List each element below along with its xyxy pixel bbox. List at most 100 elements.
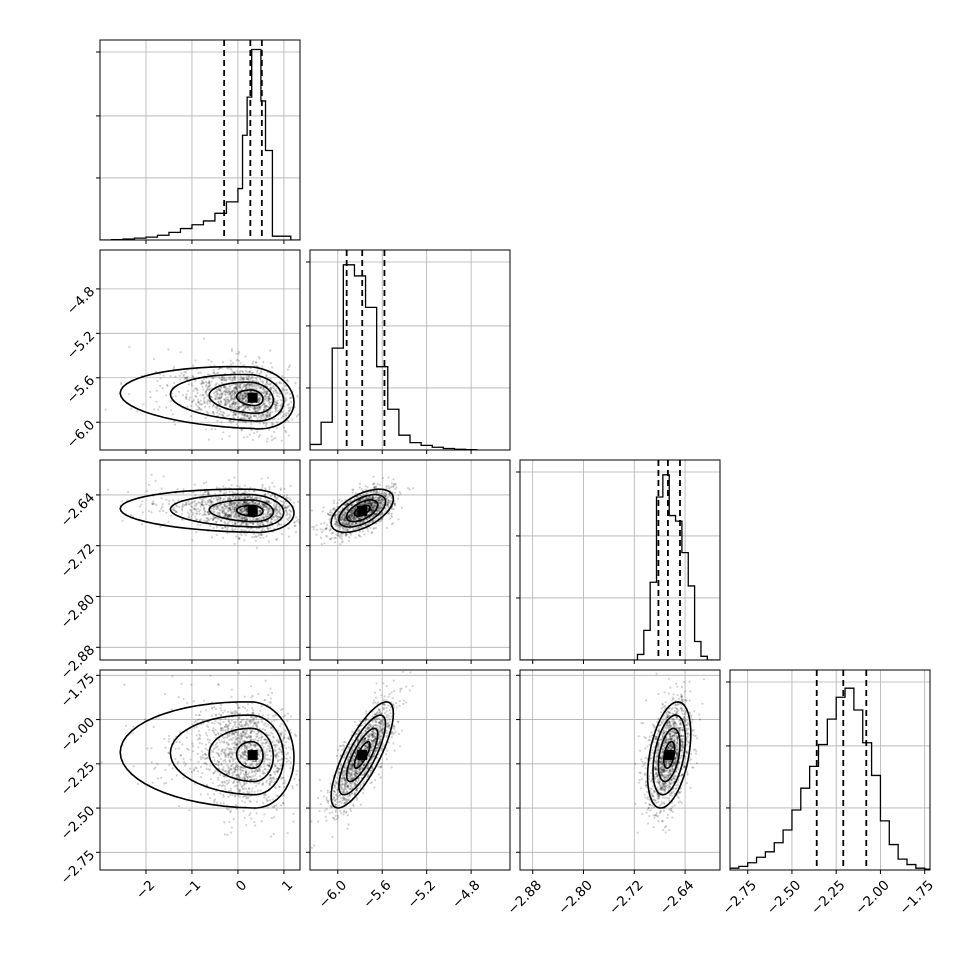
scatter-point: [255, 716, 258, 719]
scatter-point: [275, 505, 278, 508]
scatter-point: [277, 417, 280, 421]
scatter-point: [182, 488, 185, 491]
scatter-point: [394, 488, 397, 491]
scatter-point: [234, 522, 238, 525]
scatter-point: [338, 536, 342, 539]
scatter-point: [232, 510, 235, 513]
scatter-point: [259, 750, 262, 754]
scatter-point: [245, 787, 248, 790]
scatter-point: [381, 512, 384, 515]
scatter-point: [241, 396, 244, 399]
scatter-point: [233, 520, 236, 523]
scatter-point: [205, 517, 208, 520]
scatter-point: [255, 763, 258, 766]
scatter-point: [354, 518, 357, 521]
scatter-point: [203, 513, 206, 516]
scatter-point: [266, 410, 270, 413]
scatter-point: [286, 378, 289, 382]
scatter-point: [244, 518, 247, 521]
scatter-point: [268, 414, 271, 417]
scatter-point: [333, 536, 336, 539]
scatter-point: [321, 510, 324, 513]
scatter-point: [213, 759, 216, 762]
scatter-point: [233, 509, 236, 512]
scatter-point: [234, 495, 238, 499]
scatter-point: [165, 781, 168, 785]
scatter-point: [224, 717, 227, 720]
scatter-point: [262, 782, 265, 785]
scatter-point: [231, 420, 234, 423]
scatter-point: [279, 513, 283, 516]
scatter-point: [254, 409, 257, 412]
scatter-point: [228, 503, 231, 507]
scatter-point: [228, 759, 231, 763]
scatter-point: [169, 374, 172, 378]
scatter-point: [195, 387, 198, 390]
scatter-point: [218, 396, 221, 400]
scatter-point: [252, 722, 256, 725]
scatter-point: [221, 740, 224, 743]
scatter-point: [257, 435, 260, 438]
scatter-point: [267, 506, 270, 509]
scatter-point: [380, 502, 383, 505]
scatter-point: [187, 503, 190, 506]
scatter-point: [348, 514, 352, 517]
scatter-point: [240, 429, 243, 432]
scatter-point: [250, 500, 253, 503]
scatter-point: [274, 409, 278, 412]
scatter-point: [223, 377, 226, 380]
scatter-point: [285, 747, 288, 750]
scatter-point: [360, 503, 363, 507]
scatter-point: [252, 385, 255, 388]
scatter-point: [221, 526, 225, 530]
scatter-point: [224, 400, 227, 403]
scatter-point: [343, 517, 346, 520]
scatter-point: [352, 507, 355, 510]
scatter-point: [268, 761, 271, 764]
scatter-point: [224, 507, 227, 510]
scatter-point: [223, 741, 226, 744]
scatter-point: [251, 375, 254, 378]
scatter-point: [186, 389, 190, 393]
scatter-point: [256, 522, 259, 525]
scatter-point: [282, 503, 285, 506]
scatter-point: [267, 527, 270, 530]
scatter-point: [199, 505, 202, 508]
scatter-point: [330, 511, 333, 514]
scatter-point: [327, 512, 330, 515]
scatter-point: [276, 729, 280, 732]
scatter-point: [210, 360, 213, 363]
scatter-point: [263, 408, 266, 412]
scatter-point: [208, 498, 212, 502]
scatter-point: [385, 494, 388, 497]
scatter-point: [175, 505, 179, 508]
scatter-point: [245, 501, 248, 504]
scatter-point: [224, 787, 227, 791]
scatter-point: [380, 498, 383, 501]
scatter-point: [231, 505, 234, 508]
scatter-point: [373, 504, 376, 507]
scatter-point: [268, 412, 272, 415]
scatter-point: [368, 502, 371, 506]
scatter-point: [257, 497, 260, 500]
y-tick-label: −6.0: [64, 417, 98, 451]
scatter-point: [254, 406, 257, 409]
scatter-point: [236, 489, 240, 492]
scatter-point: [193, 387, 197, 390]
scatter-point: [224, 504, 227, 507]
scatter-point: [267, 501, 271, 504]
scatter-point: [371, 482, 375, 486]
panel-1-1: [306, 249, 511, 454]
scatter-point: [244, 387, 248, 390]
scatter-point: [227, 398, 230, 402]
scatter-point: [239, 503, 242, 506]
scatter-point: [259, 378, 262, 381]
scatter-point: [199, 399, 203, 402]
scatter-point: [204, 753, 207, 756]
scatter-point: [251, 706, 254, 710]
scatter-point: [370, 504, 373, 507]
scatter-point: [233, 375, 236, 378]
scatter-point: [265, 732, 268, 735]
scatter-point: [282, 382, 285, 385]
scatter-point: [266, 392, 269, 395]
